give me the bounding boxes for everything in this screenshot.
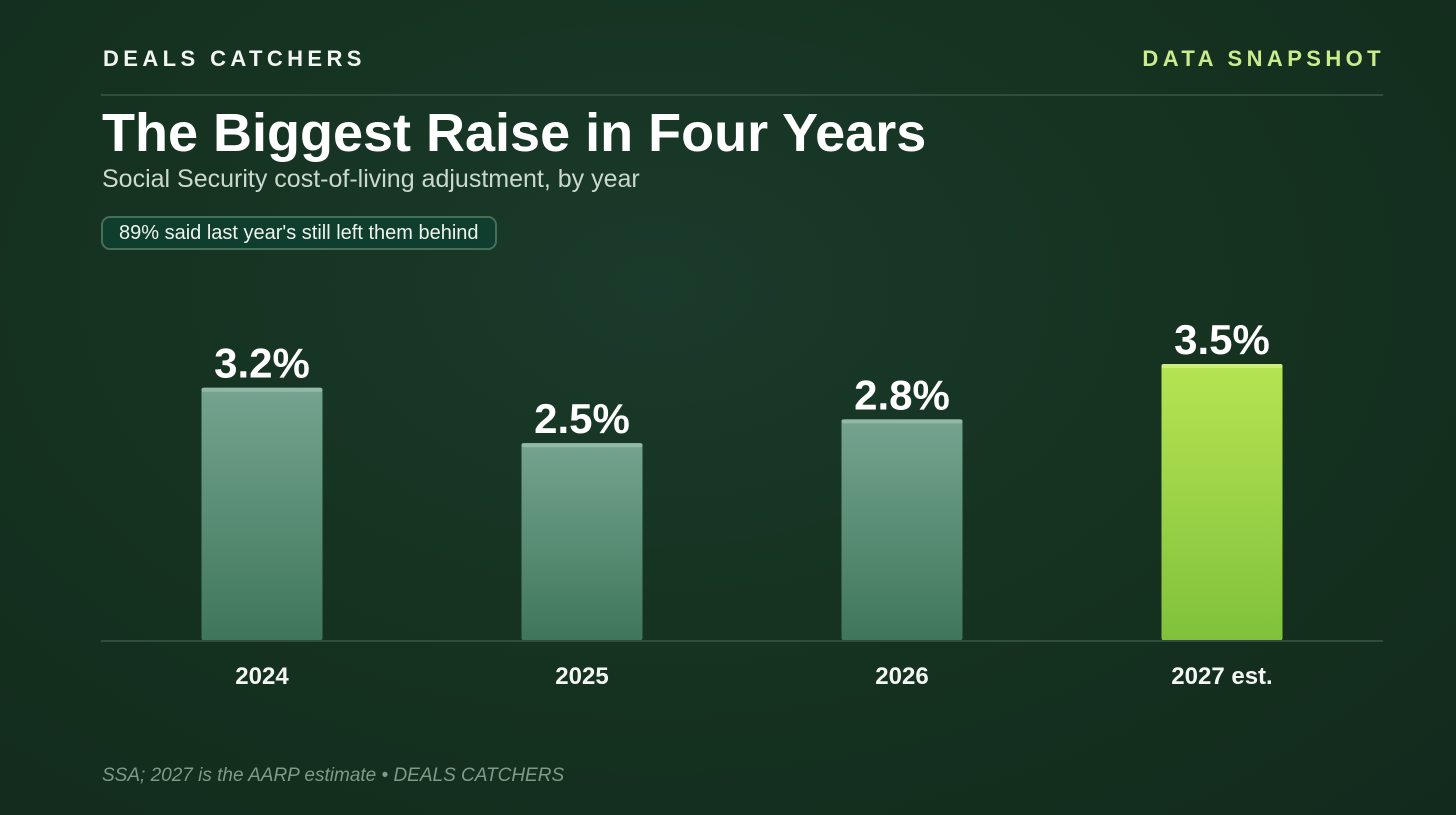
value-label: 2.8% bbox=[854, 371, 950, 418]
bar-2024 bbox=[201, 387, 323, 641]
category-label: 2026 bbox=[875, 663, 928, 690]
bar-highlight-cap bbox=[841, 419, 963, 424]
category-label: 2025 bbox=[555, 663, 608, 690]
chart-title: The Biggest Raise in Four Years bbox=[102, 103, 927, 163]
callout-badge: 89% said last year's still left them beh… bbox=[101, 216, 497, 250]
category-label: 2027 est. bbox=[1171, 663, 1272, 690]
bar-2027-est bbox=[1161, 364, 1283, 641]
bar-highlight-cap bbox=[1161, 364, 1283, 368]
chart-subtitle: Social Security cost-of-living adjustmen… bbox=[102, 165, 640, 193]
category-label: 2024 bbox=[235, 663, 289, 690]
value-label: 2.5% bbox=[534, 395, 630, 442]
brand-name: DEALS CATCHERS bbox=[103, 46, 366, 71]
bar-2026 bbox=[841, 419, 963, 641]
header-divider bbox=[101, 94, 1383, 96]
value-label: 3.2% bbox=[214, 340, 310, 387]
value-label: 3.5% bbox=[1174, 316, 1270, 363]
bar-highlight-cap bbox=[201, 387, 323, 392]
section-tag: DATA SNAPSHOT bbox=[1142, 46, 1385, 71]
source-note: SSA; 2027 is the AARP estimate • DEALS C… bbox=[102, 765, 565, 786]
bar-2025 bbox=[521, 443, 643, 641]
bar-highlight-cap bbox=[521, 443, 643, 448]
